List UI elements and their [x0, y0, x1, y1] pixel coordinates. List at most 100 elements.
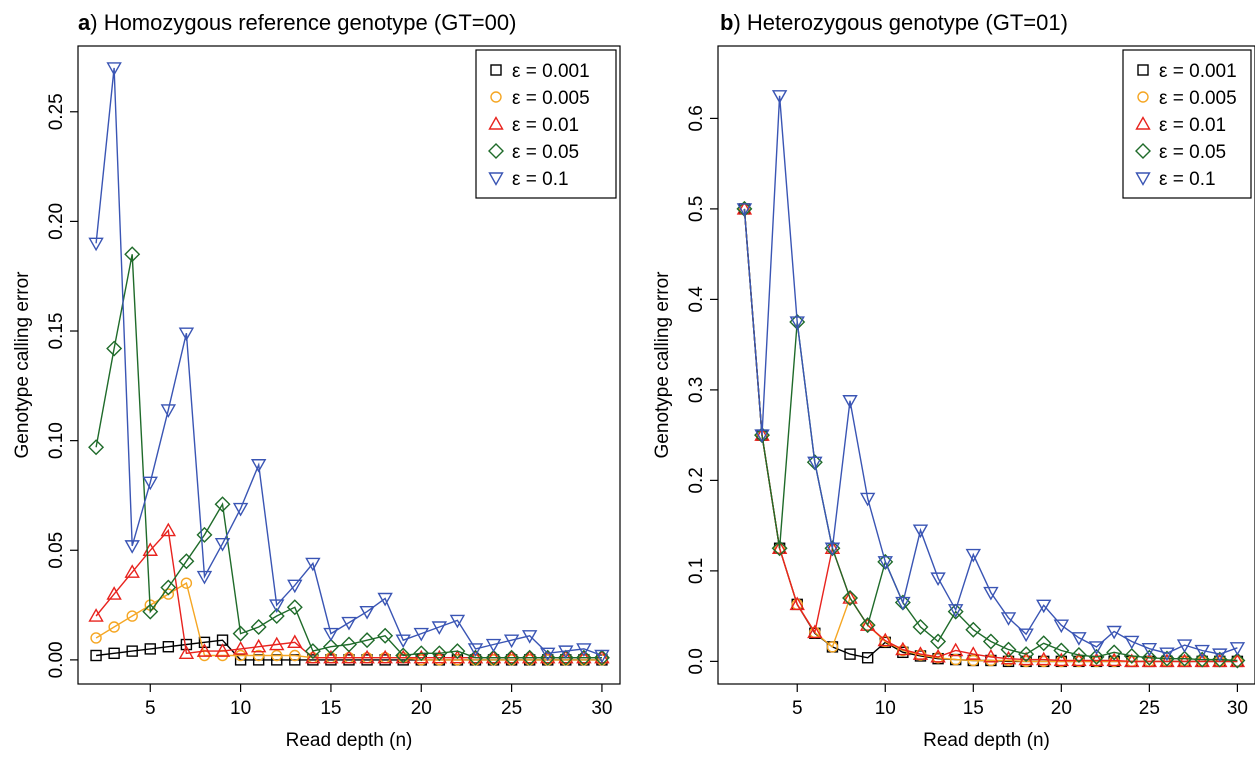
series-4	[88, 62, 610, 664]
data-point	[106, 586, 122, 600]
data-point	[269, 636, 285, 651]
legend-label: ε = 0.01	[512, 115, 579, 136]
data-point	[949, 653, 962, 666]
data-point	[485, 649, 502, 664]
data-point	[824, 540, 841, 554]
data-point	[521, 649, 538, 666]
data-point	[558, 649, 574, 664]
series-2	[736, 200, 1246, 668]
y-tick-label: 0.15	[46, 313, 67, 350]
data-point	[1212, 648, 1228, 663]
data-point	[771, 90, 788, 104]
data-point	[431, 645, 448, 662]
data-point	[877, 556, 893, 570]
data-point	[413, 627, 429, 642]
data-point	[250, 459, 267, 473]
data-point	[449, 649, 466, 664]
data-point	[88, 237, 104, 252]
data-point	[178, 553, 195, 570]
data-point	[1229, 652, 1246, 669]
y-tick-label: 0.4	[686, 286, 707, 313]
data-point	[286, 599, 303, 616]
data-point	[1124, 635, 1140, 650]
data-point	[305, 557, 321, 572]
y-tick-label: 0.05	[46, 532, 67, 569]
data-point	[930, 572, 946, 587]
data-point	[1000, 612, 1017, 626]
data-point	[287, 634, 303, 649]
data-point	[377, 592, 393, 607]
panel-letter: b	[720, 10, 733, 35]
y-tick-label: 0.1	[686, 558, 707, 584]
data-point	[108, 647, 120, 660]
data-point	[144, 643, 156, 655]
data-point	[467, 643, 484, 657]
data-point	[983, 586, 999, 601]
x-tick-label: 20	[411, 698, 432, 719]
data-point	[859, 492, 876, 507]
legend-marker	[1135, 172, 1151, 186]
data-point	[232, 640, 249, 655]
data-point	[196, 643, 213, 657]
data-point	[232, 625, 249, 642]
data-point	[142, 476, 158, 491]
data-point	[90, 632, 102, 644]
legend-label: ε = 0.05	[1159, 142, 1226, 163]
legend-marker	[490, 91, 502, 103]
data-point	[124, 540, 140, 554]
data-point	[539, 649, 556, 666]
data-point	[947, 604, 964, 618]
legend-label: ε = 0.1	[1159, 169, 1216, 190]
data-point	[124, 246, 141, 263]
chart-panel-a: a) Homozygous reference genotype (GT=00)…	[12, 10, 621, 751]
data-point	[912, 524, 929, 539]
data-point	[341, 616, 357, 631]
data-point	[1176, 650, 1193, 667]
data-point	[521, 649, 538, 664]
data-point	[234, 649, 247, 662]
data-point	[540, 647, 556, 662]
legend-marker	[488, 172, 504, 186]
legend-label: ε = 0.005	[1159, 88, 1237, 109]
data-point	[593, 649, 610, 666]
data-point	[323, 649, 339, 664]
data-point	[965, 621, 982, 638]
legend-label: ε = 0.01	[1159, 115, 1226, 136]
data-point	[540, 649, 556, 664]
legend: ε = 0.001 ε = 0.005 ε = 0.01 ε = 0.05 ε = 0.…	[1122, 49, 1252, 199]
data-point	[1000, 650, 1017, 665]
data-point	[180, 577, 193, 589]
data-point	[160, 579, 177, 596]
data-point	[467, 649, 484, 666]
panel-title-text: ) Homozygous reference genotype (GT=00)	[90, 10, 516, 35]
data-point	[178, 327, 195, 342]
data-point	[503, 649, 520, 664]
legend-label: ε = 0.001	[512, 61, 590, 82]
x-axis-label: Read depth (n)	[286, 730, 413, 751]
legend-marker	[490, 64, 502, 76]
data-point	[232, 502, 249, 517]
data-point	[359, 649, 375, 664]
data-point	[271, 649, 283, 662]
data-point	[431, 621, 448, 635]
data-point	[1035, 635, 1052, 652]
data-point	[842, 590, 859, 607]
series-line	[743, 95, 1238, 655]
data-point	[1159, 647, 1175, 662]
data-point	[1071, 632, 1087, 646]
data-point	[377, 649, 393, 664]
series-1	[738, 203, 1244, 668]
data-point	[1053, 619, 1070, 634]
legend-label: ε = 0.005	[512, 88, 590, 109]
data-point	[1053, 652, 1070, 667]
data-point	[250, 619, 267, 635]
data-point	[576, 649, 592, 664]
data-point	[377, 627, 394, 644]
panel-title: a) Homozygous reference genotype (GT=00)	[78, 10, 516, 35]
data-point	[754, 429, 770, 444]
data-point	[859, 617, 876, 631]
data-point	[789, 316, 805, 330]
data-point	[1073, 655, 1085, 668]
y-tick-label: 0.25	[46, 93, 67, 130]
